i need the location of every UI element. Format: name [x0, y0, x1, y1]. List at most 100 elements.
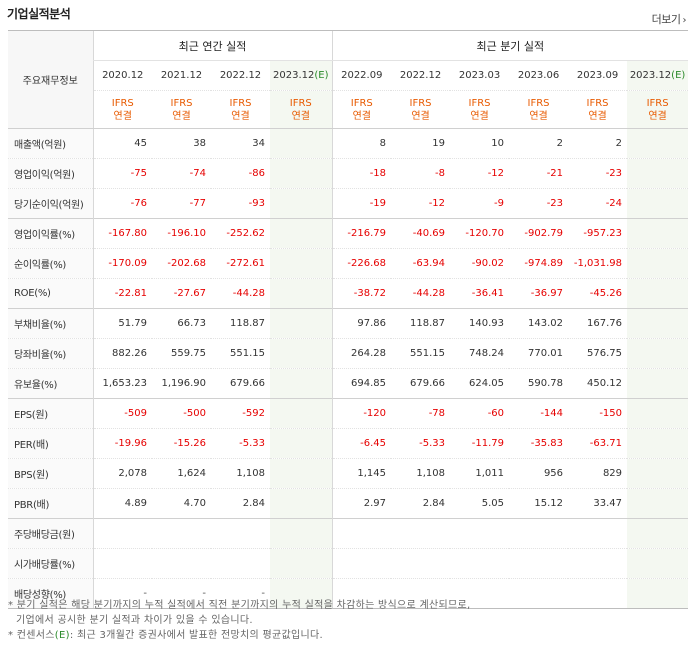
annual-value-cell	[270, 218, 333, 249]
annual-value-cell	[270, 308, 333, 339]
ifrs-label: IFRS	[409, 97, 432, 109]
quarter-value-cell: 679.66	[391, 368, 451, 399]
annual-value-cell	[211, 518, 270, 549]
annual-value-cell: -19.96	[92, 428, 152, 459]
quarter-value-cell: -24	[568, 188, 628, 219]
table-row: 당기순이익(억원) -76 -77 -93 -19 -12 -9 -23 -24	[8, 188, 689, 219]
quarter-value-cell: -35.83	[509, 428, 569, 459]
quarter-value-cell	[509, 518, 569, 549]
table-row: 매출액(억원) 45 38 34 8 19 10 2 2	[8, 128, 689, 159]
annual-value-cell: 679.66	[211, 368, 270, 399]
table-row: 부채비율(%) 51.79 66.73 118.87 97.86 118.87 140.93…	[8, 308, 689, 339]
period-annual-3: 2023.12(E)	[270, 60, 333, 91]
period-quarter-3: 2023.06	[509, 60, 569, 91]
footnotes: * 분기 실적은 해당 분기까지의 누적 실적에서 직전 분기까지의 누적 실적…	[8, 598, 471, 643]
section-title: 기업실적분석	[7, 7, 71, 21]
annual-value-cell: -15.26	[152, 428, 211, 459]
quarter-value-cell: -1,031.98	[568, 248, 628, 279]
annual-value-cell	[92, 548, 152, 579]
annual-value-cell: 1,108	[211, 458, 270, 489]
estimate-mark: (E)	[314, 70, 329, 81]
table-row: PBR(배) 4.89 4.70 2.84 2.97 2.84 5.05 15.12 33.47	[8, 488, 689, 519]
annual-value-cell: 51.79	[92, 308, 152, 339]
more-label[interactable]: 더보기	[651, 13, 681, 26]
annual-value-cell: -	[211, 578, 270, 609]
group-header-row: 주요재무정보 최근 연간 실적 최근 분기 실적	[8, 30, 689, 129]
annual-value-cell: 882.26	[92, 338, 152, 369]
quarter-group-header: 최근 분기 실적	[331, 30, 689, 61]
period-label: 2022.09	[341, 70, 383, 81]
annual-value-cell	[211, 548, 270, 579]
annual-value-cell: -167.80	[92, 218, 152, 249]
row-label-header: 주요재무정보	[8, 30, 93, 129]
annual-value-cell: -75	[92, 158, 152, 189]
ifrs-cell-0: IFRS 연결	[92, 90, 152, 129]
ifrs-cell-1: IFRS 연결	[152, 90, 211, 129]
quarter-value-cell: -21	[509, 158, 569, 189]
quarter-value-cell: 590.78	[509, 368, 569, 399]
quarter-value-cell: -23	[568, 158, 628, 189]
annual-value-cell: -509	[92, 398, 152, 429]
annual-value-cell: 559.75	[152, 338, 211, 369]
quarter-value-cell: 33.47	[568, 488, 628, 519]
quarter-value-cell: 15.12	[509, 488, 569, 519]
quarter-value-cell: 2.84	[391, 488, 451, 519]
quarter-value-cell: -36.97	[509, 278, 569, 309]
quarter-value-cell	[331, 548, 392, 579]
ifrs-label: IFRS	[586, 97, 609, 109]
ifrs-label: IFRS	[527, 97, 550, 109]
row-label: 매출액(억원)	[8, 128, 93, 159]
annual-value-cell: 1,624	[152, 458, 211, 489]
quarter-value-cell	[627, 428, 689, 459]
consolidated-label: 연결	[588, 110, 607, 122]
quarter-value-cell	[391, 578, 451, 609]
annual-value-cell: -272.61	[211, 248, 270, 279]
table-row: 당좌비율(%) 882.26 559.75 551.15 264.28 551.15 748…	[8, 338, 689, 369]
annual-value-cell	[270, 278, 333, 309]
quarter-value-cell: 1,108	[391, 458, 451, 489]
annual-value-cell: -86	[211, 158, 270, 189]
quarter-value-cell: -18	[331, 158, 392, 189]
quarter-value-cell: 551.15	[391, 338, 451, 369]
quarter-value-cell: -6.45	[331, 428, 392, 459]
consolidated-label: 연결	[648, 110, 667, 122]
row-label: BPS(원)	[8, 458, 93, 489]
annual-value-cell: -196.10	[152, 218, 211, 249]
quarter-value-cell	[450, 578, 510, 609]
ifrs-header-row: IFRS 연결 IFRS 연결 IFRS 연결 IFRS 연결 IFRS 연결 IFRS 연결 IFRS…	[8, 90, 689, 129]
note-3-estimate-mark: (E)	[54, 630, 70, 641]
quarter-value-cell: -78	[391, 398, 451, 429]
more-link[interactable]: 더보기 ›	[651, 11, 687, 27]
annual-value-cell	[270, 128, 333, 159]
consolidated-label: 연결	[113, 110, 132, 122]
annual-value-cell: 1,196.90	[152, 368, 211, 399]
quarter-value-cell: 140.93	[450, 308, 510, 339]
annual-value-cell: 45	[92, 128, 152, 159]
ifrs-cell-7: IFRS 연결	[509, 90, 569, 129]
annual-value-cell	[270, 488, 333, 519]
annual-value-cell: 38	[152, 128, 211, 159]
quarter-value-cell: -44.28	[391, 278, 451, 309]
quarter-value-cell: -902.79	[509, 218, 569, 249]
ifrs-cell-8: IFRS 연결	[568, 90, 628, 129]
quarter-value-cell: -150	[568, 398, 628, 429]
quarter-value-cell: -90.02	[450, 248, 510, 279]
period-label: 2020.12	[102, 70, 144, 81]
annual-value-cell: -44.28	[211, 278, 270, 309]
consolidated-label: 연결	[470, 110, 489, 122]
annual-value-cell: -5.33	[211, 428, 270, 459]
quarter-value-cell: 264.28	[331, 338, 392, 369]
consolidated-label: 연결	[411, 110, 430, 122]
quarter-value-cell: 748.24	[450, 338, 510, 369]
quarter-value-cell: 8	[331, 128, 392, 159]
quarter-value-cell	[627, 278, 689, 309]
quarter-value-cell: -63.94	[391, 248, 451, 279]
period-label: 2023.06	[517, 70, 560, 81]
quarter-value-cell	[627, 518, 689, 549]
annual-value-cell: 4.70	[152, 488, 211, 519]
annual-value-cell: 2.84	[211, 488, 270, 519]
ifrs-cell-6: IFRS 연결	[450, 90, 510, 129]
quarter-value-cell: -5.33	[391, 428, 451, 459]
quarter-value-cell: -45.26	[568, 278, 628, 309]
annual-value-cell: 34	[211, 128, 270, 159]
